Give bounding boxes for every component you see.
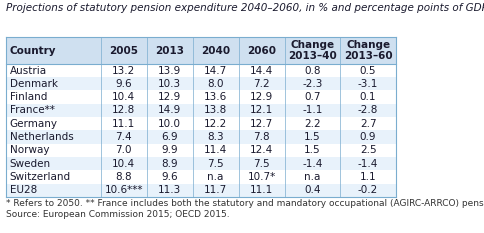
Text: 9.6: 9.6 <box>161 172 178 182</box>
Text: 12.2: 12.2 <box>204 119 227 129</box>
Text: 12.9: 12.9 <box>250 92 273 102</box>
Text: 10.3: 10.3 <box>158 79 181 89</box>
Text: 12.8: 12.8 <box>112 105 136 115</box>
Text: -0.2: -0.2 <box>358 185 378 195</box>
Text: 2.5: 2.5 <box>360 145 377 155</box>
Text: 10.0: 10.0 <box>158 119 181 129</box>
Text: Finland: Finland <box>10 92 47 102</box>
Text: 11.1: 11.1 <box>250 185 273 195</box>
Text: 8.9: 8.9 <box>161 159 178 169</box>
Text: 13.9: 13.9 <box>158 65 182 75</box>
Text: 0.9: 0.9 <box>360 132 377 142</box>
Text: n.a: n.a <box>208 172 224 182</box>
Text: 14.7: 14.7 <box>204 65 227 75</box>
Text: -2.3: -2.3 <box>302 79 323 89</box>
Text: 0.5: 0.5 <box>360 65 377 75</box>
Text: 12.1: 12.1 <box>250 105 273 115</box>
Text: 2060: 2060 <box>247 46 276 56</box>
Text: 10.6***: 10.6*** <box>105 185 143 195</box>
Text: 2005: 2005 <box>109 46 138 56</box>
Text: 2013: 2013 <box>155 46 184 56</box>
Text: 7.8: 7.8 <box>253 132 270 142</box>
Text: 11.1: 11.1 <box>112 119 136 129</box>
Text: 1.1: 1.1 <box>360 172 377 182</box>
Text: 2040: 2040 <box>201 46 230 56</box>
Text: 9.9: 9.9 <box>161 145 178 155</box>
Text: 13.8: 13.8 <box>204 105 227 115</box>
Text: 12.4: 12.4 <box>250 145 273 155</box>
Bar <box>6 130 396 144</box>
Text: 7.4: 7.4 <box>115 132 132 142</box>
Text: 1.5: 1.5 <box>304 132 321 142</box>
Text: -1.4: -1.4 <box>302 159 323 169</box>
Text: 7.0: 7.0 <box>115 145 132 155</box>
Text: 2.7: 2.7 <box>360 119 377 129</box>
Bar <box>6 184 396 197</box>
Bar <box>6 37 396 64</box>
Text: n.a: n.a <box>304 172 320 182</box>
Text: 0.1: 0.1 <box>360 92 377 102</box>
Text: 8.8: 8.8 <box>115 172 132 182</box>
Text: 7.5: 7.5 <box>207 159 224 169</box>
Text: Denmark: Denmark <box>10 79 58 89</box>
Text: -2.8: -2.8 <box>358 105 378 115</box>
Text: 10.4: 10.4 <box>112 159 135 169</box>
Text: 11.3: 11.3 <box>158 185 182 195</box>
Text: Change
2013–40: Change 2013–40 <box>288 40 337 61</box>
Text: 13.2: 13.2 <box>112 65 136 75</box>
Text: 7.2: 7.2 <box>253 79 270 89</box>
Text: Netherlands: Netherlands <box>10 132 74 142</box>
Bar <box>6 157 396 170</box>
Text: 0.4: 0.4 <box>304 185 321 195</box>
Text: 12.9: 12.9 <box>158 92 182 102</box>
Text: 7.5: 7.5 <box>253 159 270 169</box>
Text: 1.5: 1.5 <box>304 145 321 155</box>
Text: Country: Country <box>10 46 56 56</box>
Text: 14.4: 14.4 <box>250 65 273 75</box>
Text: 2.2: 2.2 <box>304 119 321 129</box>
Text: 11.7: 11.7 <box>204 185 227 195</box>
Text: Projections of statutory pension expenditure 2040–2060, in % and percentage poin: Projections of statutory pension expendi… <box>6 3 484 14</box>
Text: Sweden: Sweden <box>10 159 51 169</box>
Bar <box>6 77 396 90</box>
Text: France**: France** <box>10 105 55 115</box>
Text: Change
2013–60: Change 2013–60 <box>344 40 393 61</box>
Text: Norway: Norway <box>10 145 49 155</box>
Text: Germany: Germany <box>10 119 58 129</box>
Text: 0.8: 0.8 <box>304 65 321 75</box>
Text: 14.9: 14.9 <box>158 105 182 115</box>
Text: 8.0: 8.0 <box>207 79 224 89</box>
Text: 10.4: 10.4 <box>112 92 135 102</box>
Text: Austria: Austria <box>10 65 47 75</box>
Text: EU28: EU28 <box>10 185 37 195</box>
Text: -1.1: -1.1 <box>302 105 323 115</box>
Text: 6.9: 6.9 <box>161 132 178 142</box>
Text: 10.7*: 10.7* <box>247 172 276 182</box>
Text: * Refers to 2050. ** France includes both the statutory and mandatory occupation: * Refers to 2050. ** France includes bot… <box>6 199 484 219</box>
Text: 12.7: 12.7 <box>250 119 273 129</box>
Text: 8.3: 8.3 <box>207 132 224 142</box>
Text: 11.4: 11.4 <box>204 145 227 155</box>
Text: 13.6: 13.6 <box>204 92 227 102</box>
Text: Switzerland: Switzerland <box>10 172 71 182</box>
Text: 9.6: 9.6 <box>115 79 132 89</box>
Text: 0.7: 0.7 <box>304 92 321 102</box>
Bar <box>6 104 396 117</box>
Text: -1.4: -1.4 <box>358 159 378 169</box>
Text: -3.1: -3.1 <box>358 79 378 89</box>
